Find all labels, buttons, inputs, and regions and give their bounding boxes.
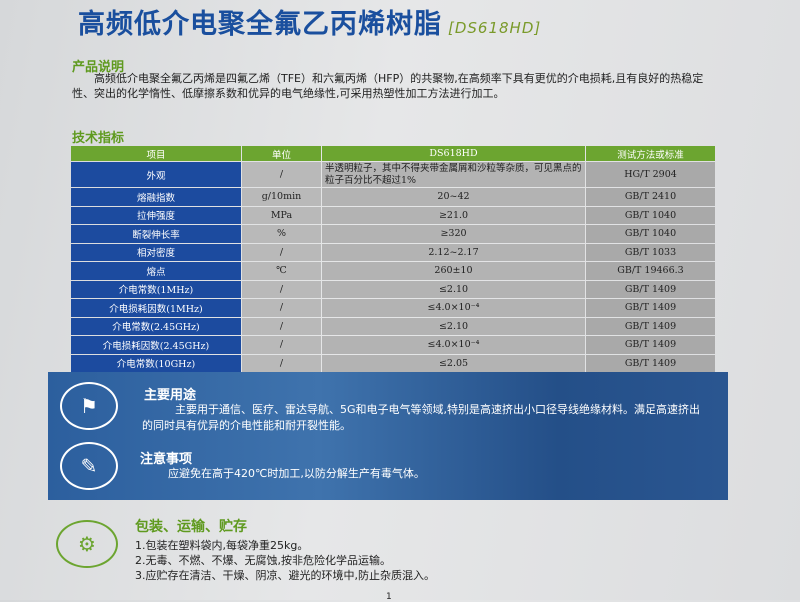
table-row: 相对密度/2.12~2.17 GB/T 1033 <box>71 243 715 261</box>
item-cell: 断裂伸长率 <box>71 225 241 243</box>
value-cell: ≥320 <box>322 225 585 243</box>
table-row: 介电常数(1MHz) / ≤2.10 GB/T 1409 <box>71 280 715 298</box>
unit-cell: g/10min <box>242 188 321 206</box>
packaging-item: 3.应贮存在清洁、干燥、阴凉、避光的环境中,防止杂质混入。 <box>135 569 435 582</box>
value-cell: ≤2.05 <box>322 354 585 372</box>
unit-cell: / <box>242 280 321 298</box>
unit-cell: / <box>242 162 321 187</box>
table-row: 断裂伸长率% ≥320 GB/T 1040 <box>71 225 715 243</box>
packaging-heading: 包装、运输、贮存 <box>135 519 247 535</box>
standard-cell: GB/T 2410 <box>586 188 715 206</box>
unit-cell: / <box>242 336 321 354</box>
description-heading: 产品说明 <box>72 60 125 75</box>
value-cell: ≤4.0×10⁻⁴ <box>322 299 585 317</box>
value-cell: 半透明粒子，其中不得夹带金属屑和沙粒等杂质，可见黑点的粒子百分比不超过1% <box>322 162 585 187</box>
item-cell: 外观 <box>71 162 241 187</box>
unit-cell: / <box>242 299 321 317</box>
packaging-item: 1.包装在塑料袋内,每袋净重25kg。 <box>135 539 309 552</box>
packaging-list: 1.包装在塑料袋内,每袋净重25kg。 2.无毒、不燃、不爆、无腐蚀,按非危险化… <box>135 538 435 583</box>
column-header: 项目 <box>71 146 241 161</box>
unit-cell: ℃ <box>242 262 321 280</box>
value-cell: 20~42 <box>322 188 585 206</box>
unit-cell: % <box>242 225 321 243</box>
column-header: DS618HD <box>322 146 585 161</box>
unit-cell: / <box>242 317 321 335</box>
item-cell: 拉伸强度 <box>71 206 241 224</box>
item-cell: 介电常数(1MHz) <box>71 280 241 298</box>
item-cell: 介电常数(10GHz) <box>71 354 241 372</box>
presentation-icon: ⚑ <box>60 382 118 430</box>
item-cell: 介电损耗因数(2.45GHz) <box>71 336 241 354</box>
caution-text: 应避免在高于420℃时加工,以防分解生产有毒气体。 <box>168 467 425 480</box>
standard-cell: GB/T 1409 <box>586 317 715 335</box>
table-row: 介电常数(10GHz) / ≤2.05 GB/T 1409 <box>71 354 715 372</box>
usage-text: 主要用于通信、医疗、雷达导航、5G和电子电气等领域,特别是高速挤出小口径导线绝缘… <box>142 403 701 432</box>
standard-cell: GB/T 1040 <box>586 225 715 243</box>
gears-icon: ⚙ <box>56 520 118 568</box>
unit-cell: / <box>242 354 321 372</box>
note-edit-icon: ✎ <box>60 442 118 490</box>
table-row: 外观 / 半透明粒子，其中不得夹带金属屑和沙粒等杂质，可见黑点的粒子百分比不超过1%… <box>71 162 715 187</box>
standard-cell: GB/T 1409 <box>586 336 715 354</box>
item-cell: 介电常数(2.45GHz) <box>71 317 241 335</box>
standard-cell: GB/T 1409 <box>586 280 715 298</box>
packaging-item: 2.无毒、不燃、不爆、无腐蚀,按非危险化学品运输。 <box>135 554 391 567</box>
standard-cell: GB/T 1033 <box>586 243 715 261</box>
item-cell: 介电损耗因数(1MHz) <box>71 299 241 317</box>
spec-table: 项目 单位 DS618HD 测试方法或标准 外观 / 半透明粒子，其中不得夹带金属屑和沙粒… <box>70 145 716 392</box>
table-row: 拉伸强度 MPa ≥21.0 GB/T 1040 <box>71 206 715 224</box>
value-cell: ≤4.0×10⁻⁴ <box>322 336 585 354</box>
table-row: 介电常数(2.45GHz) / ≤2.10 GB/T 1409 <box>71 317 715 335</box>
spec-heading: 技术指标 <box>72 131 125 146</box>
item-cell: 熔融指数 <box>71 188 241 206</box>
product-code: [DS618HD] <box>448 19 542 37</box>
value-cell: ≤2.10 <box>322 317 585 335</box>
item-cell: 熔点 <box>71 262 241 280</box>
table-row: 介电损耗因数(2.45GHz) / ≤4.0×10⁻⁴ GB/T 1409 <box>71 336 715 354</box>
column-header: 测试方法或标准 <box>586 146 715 161</box>
table-row: 熔融指数 g/10min 20~42 GB/T 2410 <box>71 188 715 206</box>
table-row: 熔点 ℃ 260±10 GB/T 19466.3 <box>71 262 715 280</box>
item-cell: 相对密度 <box>71 243 241 261</box>
value-cell: 260±10 <box>322 262 585 280</box>
value-cell: ≥21.0 <box>322 206 585 224</box>
table-header-row: 项目 单位 DS618HD 测试方法或标准 <box>71 146 715 161</box>
page-title: 高频低介电聚全氟乙丙烯树脂 [DS618HD] <box>78 2 541 41</box>
caution-heading: 注意事项 <box>140 452 193 467</box>
unit-cell: / <box>242 243 321 261</box>
table-row: 介电损耗因数(1MHz) / ≤4.0×10⁻⁴ GB/T 1409 <box>71 299 715 317</box>
column-header: 单位 <box>242 146 321 161</box>
description-text: 高频低介电聚全氟乙丙烯是四氟乙烯（TFE）和六氟丙烯（HFP）的共聚物,在高频率… <box>72 72 704 100</box>
standard-cell: HG/T 2904 <box>586 162 715 187</box>
usage-banner: ⚑ 主要用途 主要用于通信、医疗、雷达导航、5G和电子电气等领域,特别是高速挤出… <box>48 372 728 500</box>
standard-cell: GB/T 1409 <box>586 299 715 317</box>
usage-heading: 主要用途 <box>144 388 197 403</box>
standard-cell: GB/T 19466.3 <box>586 262 715 280</box>
standard-cell: GB/T 1040 <box>586 206 715 224</box>
unit-cell: MPa <box>242 206 321 224</box>
value-cell: ≤2.10 <box>322 280 585 298</box>
standard-cell: GB/T 1409 <box>586 354 715 372</box>
page-number: 1 <box>386 592 392 602</box>
value-cell: 2.12~2.17 <box>322 243 585 261</box>
title-text: 高频低介电聚全氟乙丙烯树脂 <box>78 9 442 40</box>
